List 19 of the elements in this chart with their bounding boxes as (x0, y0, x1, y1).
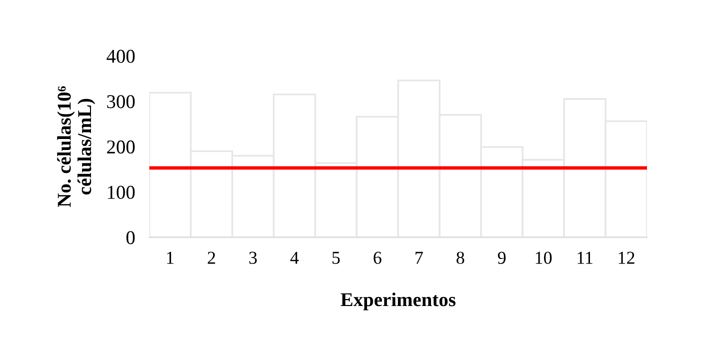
x-tick-label: 6 (374, 252, 382, 264)
y-tick-label: 0 (126, 231, 135, 244)
x-tick-label: 3 (249, 252, 257, 264)
x-tick-label: 5 (332, 252, 340, 264)
x-tick-label: 1 (167, 252, 174, 264)
x-tick-label: 9 (498, 252, 506, 264)
y-tick-label: 400 (106, 50, 135, 63)
y-tick-label: 200 (107, 140, 135, 154)
y-tick-label: 100 (108, 186, 135, 199)
y-axis-title: No. células(10⁶ células/mL) (57, 86, 96, 207)
x-tick-label: 12 (618, 252, 634, 264)
x-tick-label: 7 (416, 252, 423, 264)
x-tick-label: 8 (456, 252, 464, 264)
x-tick-label: 4 (290, 252, 299, 264)
y-tick-label: 300 (107, 95, 135, 108)
x-tick-label: 11 (578, 252, 592, 264)
x-axis-title: Experimentos (340, 292, 456, 310)
x-tick-label: 2 (208, 252, 216, 264)
x-tick-label: 10 (536, 252, 552, 264)
